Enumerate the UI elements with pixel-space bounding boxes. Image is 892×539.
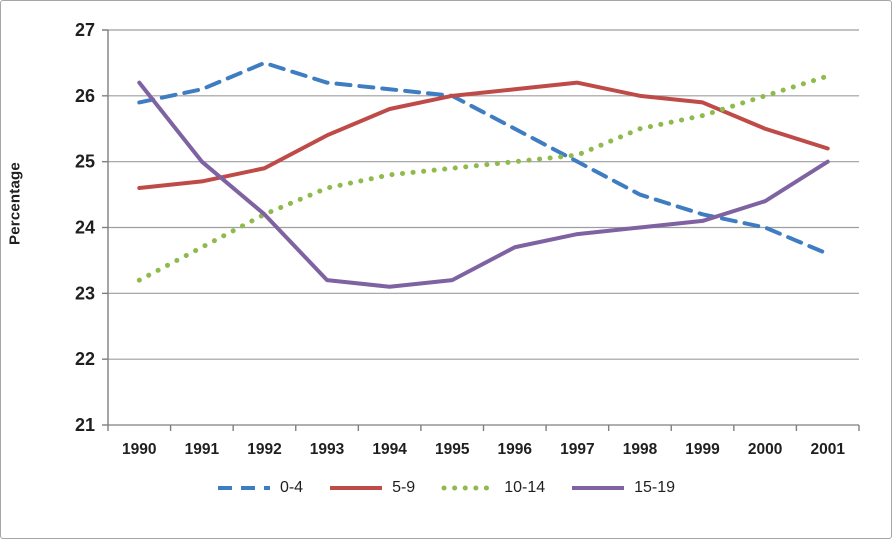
y-tick-label: 23 <box>75 283 95 303</box>
y-tick-label: 22 <box>75 349 95 369</box>
x-tick-label: 1993 <box>310 441 345 458</box>
legend-item-5-9: 5-9 <box>329 479 415 497</box>
y-tick-label: 26 <box>75 86 95 106</box>
series-line-5-9 <box>137 80 830 190</box>
y-axis-title: Percentage <box>6 162 24 245</box>
x-tick-label: 1994 <box>372 441 407 458</box>
x-tick-label: 1991 <box>185 441 220 458</box>
x-tick-label: 1990 <box>122 441 156 458</box>
legend-item-10-14: 10-14 <box>441 479 545 497</box>
x-tick-label: 1999 <box>685 441 720 458</box>
legend-label: 5-9 <box>392 479 416 496</box>
legend-swatch-solid-red-icon <box>330 486 383 490</box>
x-tick-label: 2001 <box>810 441 845 458</box>
x-tick-label: 1996 <box>498 441 533 458</box>
legend-swatch-solid-purple-icon <box>572 486 625 490</box>
y-tick-label: 25 <box>75 152 95 172</box>
series-line-15-19 <box>137 80 830 289</box>
legend: 0-4 5-9 10-14 15-19 <box>1 479 891 497</box>
x-tick-label: 2000 <box>748 441 782 458</box>
x-tick-label: 1997 <box>560 441 594 458</box>
legend-label: 15-19 <box>634 479 676 496</box>
y-tick-label: 24 <box>75 218 95 238</box>
x-tick-label: 1995 <box>435 441 470 458</box>
legend-swatch-dashed-blue-icon <box>217 486 270 490</box>
legend-label: 10-14 <box>504 479 546 496</box>
legend-swatch-dotted-green-icon <box>441 485 496 491</box>
legend-label: 0-4 <box>279 479 304 496</box>
legend-item-15-19: 15-19 <box>571 479 675 497</box>
y-tick-label: 21 <box>75 415 95 435</box>
series-line-10-14 <box>136 73 831 283</box>
legend-item-0-4: 0-4 <box>217 479 303 497</box>
x-tick-label: 1998 <box>623 441 658 458</box>
y-tick-label: 27 <box>75 20 95 40</box>
x-tick-label: 1992 <box>247 441 281 458</box>
